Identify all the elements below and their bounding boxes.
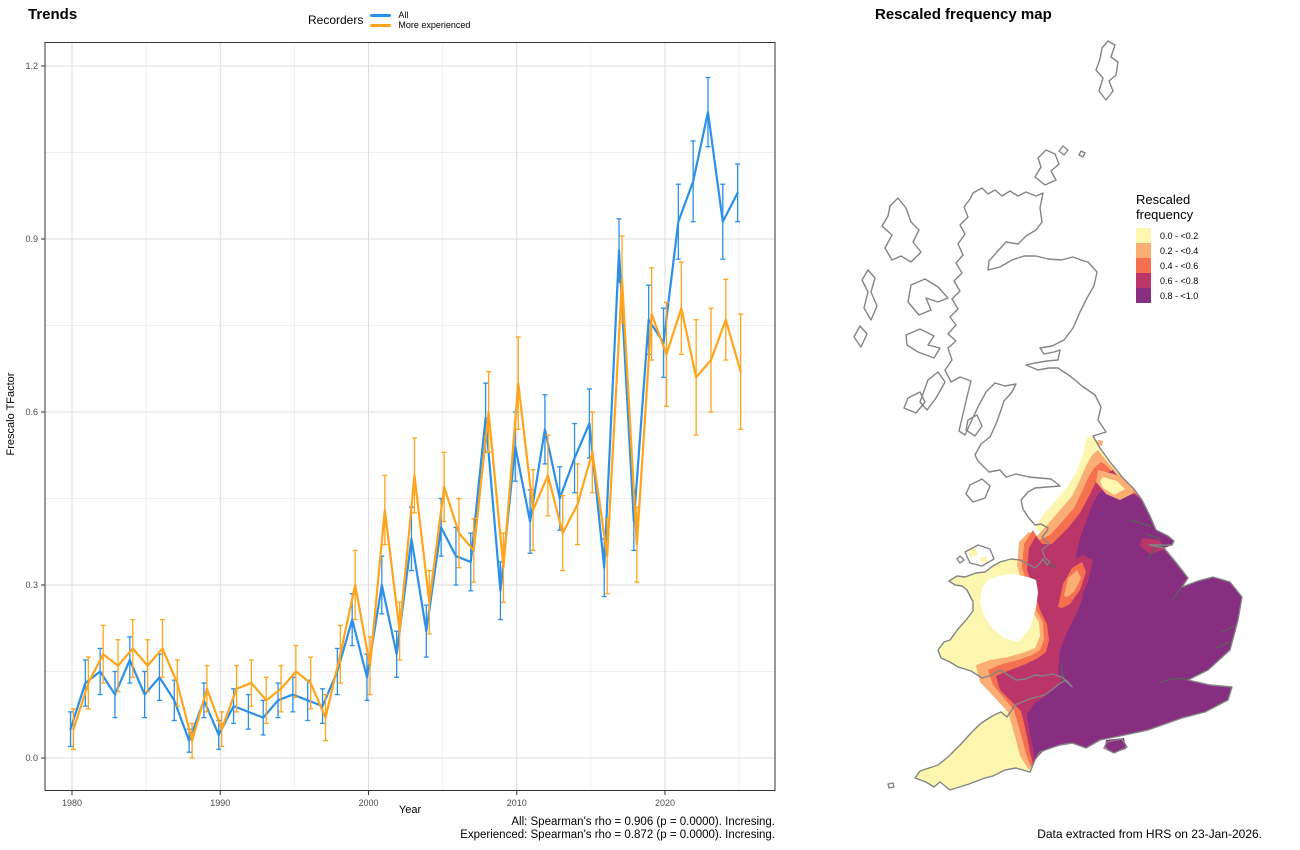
svg-text:0.6: 0.6 <box>25 407 38 417</box>
svg-text:2010: 2010 <box>507 798 527 808</box>
river-tees <box>1145 533 1162 540</box>
map-legend-title-line2: frequency <box>1136 207 1194 222</box>
trends-caption-line1: All: Spearman's rho = 0.906 (p = 0.0000)… <box>511 816 775 828</box>
suffolk-estuaries <box>1215 625 1235 649</box>
legend-item-0: All <box>367 10 470 20</box>
nodata-lake-district <box>1026 470 1068 522</box>
map-legend-swatch <box>1136 228 1151 243</box>
series-all <box>68 76 741 753</box>
map-legend-swatch <box>1136 273 1151 288</box>
nodata-central-wales <box>980 574 1038 642</box>
map-legend-row-4: 0.8 - <1.0 <box>1136 288 1198 303</box>
frequency-map <box>853 40 1243 791</box>
svg-text:1990: 1990 <box>210 798 230 808</box>
band-0.8-1.0 <box>1027 482 1242 760</box>
legend-key-line <box>370 23 392 27</box>
svg-text:2000: 2000 <box>358 798 378 808</box>
river-thames <box>1159 677 1191 684</box>
svg-text:0.9: 0.9 <box>25 234 38 244</box>
x-axis-title: Year <box>398 804 422 816</box>
map-legend-label: 0.2 - <0.4 <box>1160 245 1199 256</box>
series-more-experienced <box>71 235 744 759</box>
map-legend-row-1: 0.2 - <0.4 <box>1136 243 1198 258</box>
map-title: Rescaled frequency map <box>875 6 1052 23</box>
trends-legend-title: Recorders <box>308 13 364 27</box>
map-legend-label: 0.4 - <0.6 <box>1160 260 1199 271</box>
coastline-outline <box>853 40 1243 791</box>
trends-plot: 1980 1990 2000 2010 2020 0.0 0.3 0.6 0.9 1.2 <box>25 42 776 808</box>
map-legend-title-line1: Rescaled <box>1136 192 1191 207</box>
map-legend: Rescaled frequency 0.0 - <0.2 0.2 - <0.4 0… <box>1136 192 1198 303</box>
legend-item-1: More experienced <box>367 20 470 30</box>
trends-caption-line2: Experienced: Spearman's rho = 0.872 (p =… <box>460 828 775 841</box>
legend-item-label: All <box>398 10 409 20</box>
river-tyne <box>1129 519 1151 527</box>
tyneside-enclave-yellow <box>1100 477 1125 495</box>
frequency-bands <box>915 436 1242 790</box>
map-legend-row-0: 0.0 - <0.2 <box>1136 228 1198 243</box>
map-caption: Data extracted from HRS on 23-Jan-2026. <box>1037 827 1262 841</box>
map-legend-label: 0.6 - <0.8 <box>1160 275 1199 286</box>
svg-text:0.3: 0.3 <box>25 580 38 590</box>
anglesey-cells <box>968 548 988 563</box>
map-legend-title: Rescaled frequency <box>1136 192 1198 222</box>
y-axis-title: Frescalo TFactor <box>5 372 17 456</box>
trends-legend-items: All More experienced <box>367 10 480 30</box>
river-ouse <box>1172 585 1183 600</box>
map-legend-row-2: 0.4 - <0.6 <box>1136 258 1198 273</box>
svg-text:1.2: 1.2 <box>25 61 38 71</box>
trends-legend: Recorders All More experienced <box>308 10 480 30</box>
map-legend-swatch <box>1136 258 1151 273</box>
map-legend-rows: 0.0 - <0.2 0.2 - <0.4 0.4 - <0.6 0.6 - <0.8… <box>1136 228 1198 303</box>
trends-caption: All: Spearman's rho = 0.906 (p = 0.0000)… <box>275 816 775 841</box>
map-legend-row-3: 0.6 - <0.8 <box>1136 273 1198 288</box>
map-legend-label: 0.8 - <1.0 <box>1160 290 1199 301</box>
svg-text:0.0: 0.0 <box>25 753 38 763</box>
svg-text:2020: 2020 <box>655 798 675 808</box>
map-legend-label: 0.0 - <0.2 <box>1160 230 1199 241</box>
legend-item-label: More experienced <box>398 20 471 30</box>
svg-text:1980: 1980 <box>62 798 82 808</box>
legend-key-line <box>370 13 392 17</box>
pennine-band-orange <box>1064 570 1081 597</box>
map-legend-swatch <box>1136 288 1151 303</box>
map-legend-swatch <box>1136 243 1151 258</box>
trends-title: Trends <box>28 6 78 23</box>
